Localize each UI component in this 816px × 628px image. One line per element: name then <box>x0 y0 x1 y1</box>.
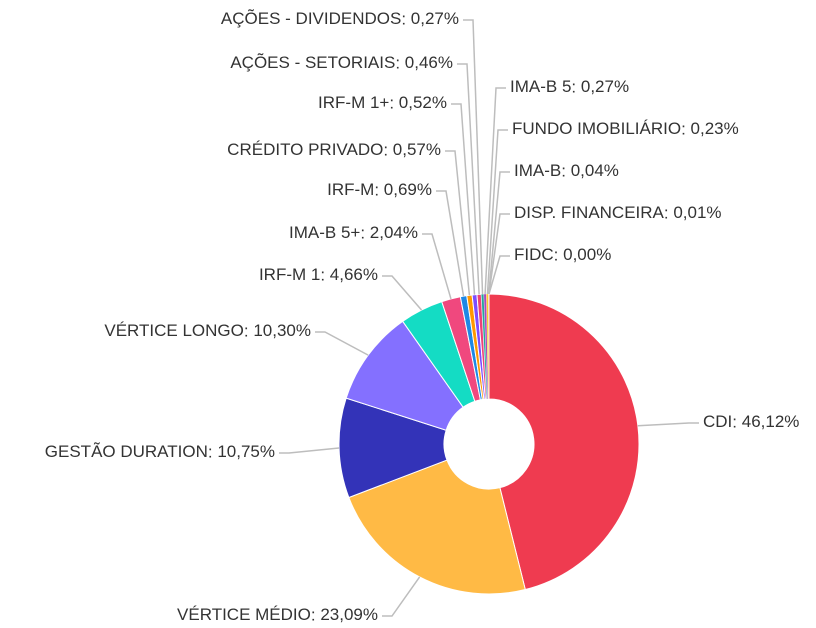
category-label: DISP. FINANCEIRA <box>514 203 665 222</box>
category-label: IRF-M 1+ <box>318 93 389 112</box>
data-label: FUNDO IMOBILIÁRIO: 0,23% <box>512 119 739 138</box>
value-label: 0,23% <box>691 119 739 138</box>
leader-line <box>315 331 369 356</box>
leader-line <box>488 255 510 295</box>
category-label: IRF-M 1 <box>259 265 320 284</box>
value-label: 0,46% <box>405 53 453 72</box>
leader-line <box>486 129 508 295</box>
category-label: VÉRTICE MÉDIO <box>177 605 311 624</box>
category-label: IMA-B 5+ <box>289 223 360 242</box>
leader-line <box>382 576 421 617</box>
value-label: 4,66% <box>330 265 378 284</box>
data-label: VÉRTICE MÉDIO: 23,09% <box>177 605 378 624</box>
value-label: 0,27% <box>581 77 629 96</box>
category-label: AÇÕES - DIVIDENDOS <box>221 9 401 28</box>
leader-line <box>445 150 471 296</box>
category-label: IRF-M <box>327 180 374 199</box>
leader-line <box>487 171 510 295</box>
category-label: IMA-B 5 <box>510 77 571 96</box>
leader-line <box>457 63 480 295</box>
slice <box>488 293 640 591</box>
leader-line <box>463 19 484 295</box>
data-label: IRF-M 1: 4,66% <box>259 265 378 284</box>
data-label: CRÉDITO PRIVADO: 0,57% <box>227 140 441 159</box>
value-label: 10,30% <box>253 321 311 340</box>
value-label: 0,52% <box>399 93 447 112</box>
data-label: IRF-M 1+: 0,52% <box>318 93 447 112</box>
value-label: 0,01% <box>673 203 721 222</box>
value-label: 0,00% <box>563 245 611 264</box>
category-label: GESTÃO DURATION <box>45 442 208 461</box>
data-label: AÇÕES - SETORIAIS: 0,46% <box>230 53 453 72</box>
leader-line <box>451 103 476 295</box>
data-label: IMA-B 5+: 2,04% <box>289 223 418 242</box>
leader-line <box>488 213 510 295</box>
data-label: IMA-B: 0,04% <box>514 161 619 180</box>
value-label: 23,09% <box>320 605 378 624</box>
data-label: IRF-M: 0,69% <box>327 180 432 199</box>
value-label: 0,57% <box>393 140 441 159</box>
leader-line <box>422 233 452 300</box>
leader-line <box>637 422 699 427</box>
category-label: AÇÕES - SETORIAIS <box>230 53 395 72</box>
category-label: CDI <box>703 412 732 431</box>
data-label: IMA-B 5: 0,27% <box>510 77 629 96</box>
category-label: VÉRTICE LONGO <box>104 321 244 340</box>
category-label: FIDC <box>514 245 554 264</box>
value-label: 10,75% <box>217 442 275 461</box>
category-label: CRÉDITO PRIVADO <box>227 140 383 159</box>
data-label: FIDC: 0,00% <box>514 245 611 264</box>
value-label: 46,12% <box>742 412 800 431</box>
data-label: VÉRTICE LONGO: 10,30% <box>104 321 311 340</box>
value-label: 0,04% <box>571 161 619 180</box>
value-label: 0,69% <box>384 180 432 199</box>
value-label: 0,27% <box>411 9 459 28</box>
data-label: AÇÕES - DIVIDENDOS: 0,27% <box>221 9 459 28</box>
leader-line <box>382 275 423 311</box>
category-label: FUNDO IMOBILIÁRIO <box>512 119 681 138</box>
data-label: CDI: 46,12% <box>703 412 799 431</box>
slice <box>348 459 526 595</box>
leader-line <box>484 87 506 295</box>
leader-line <box>279 447 340 454</box>
data-label: GESTÃO DURATION: 10,75% <box>45 442 275 461</box>
leader-line <box>436 190 465 297</box>
category-label: IMA-B <box>514 161 561 180</box>
value-label: 2,04% <box>370 223 418 242</box>
data-label: DISP. FINANCEIRA: 0,01% <box>514 203 722 222</box>
